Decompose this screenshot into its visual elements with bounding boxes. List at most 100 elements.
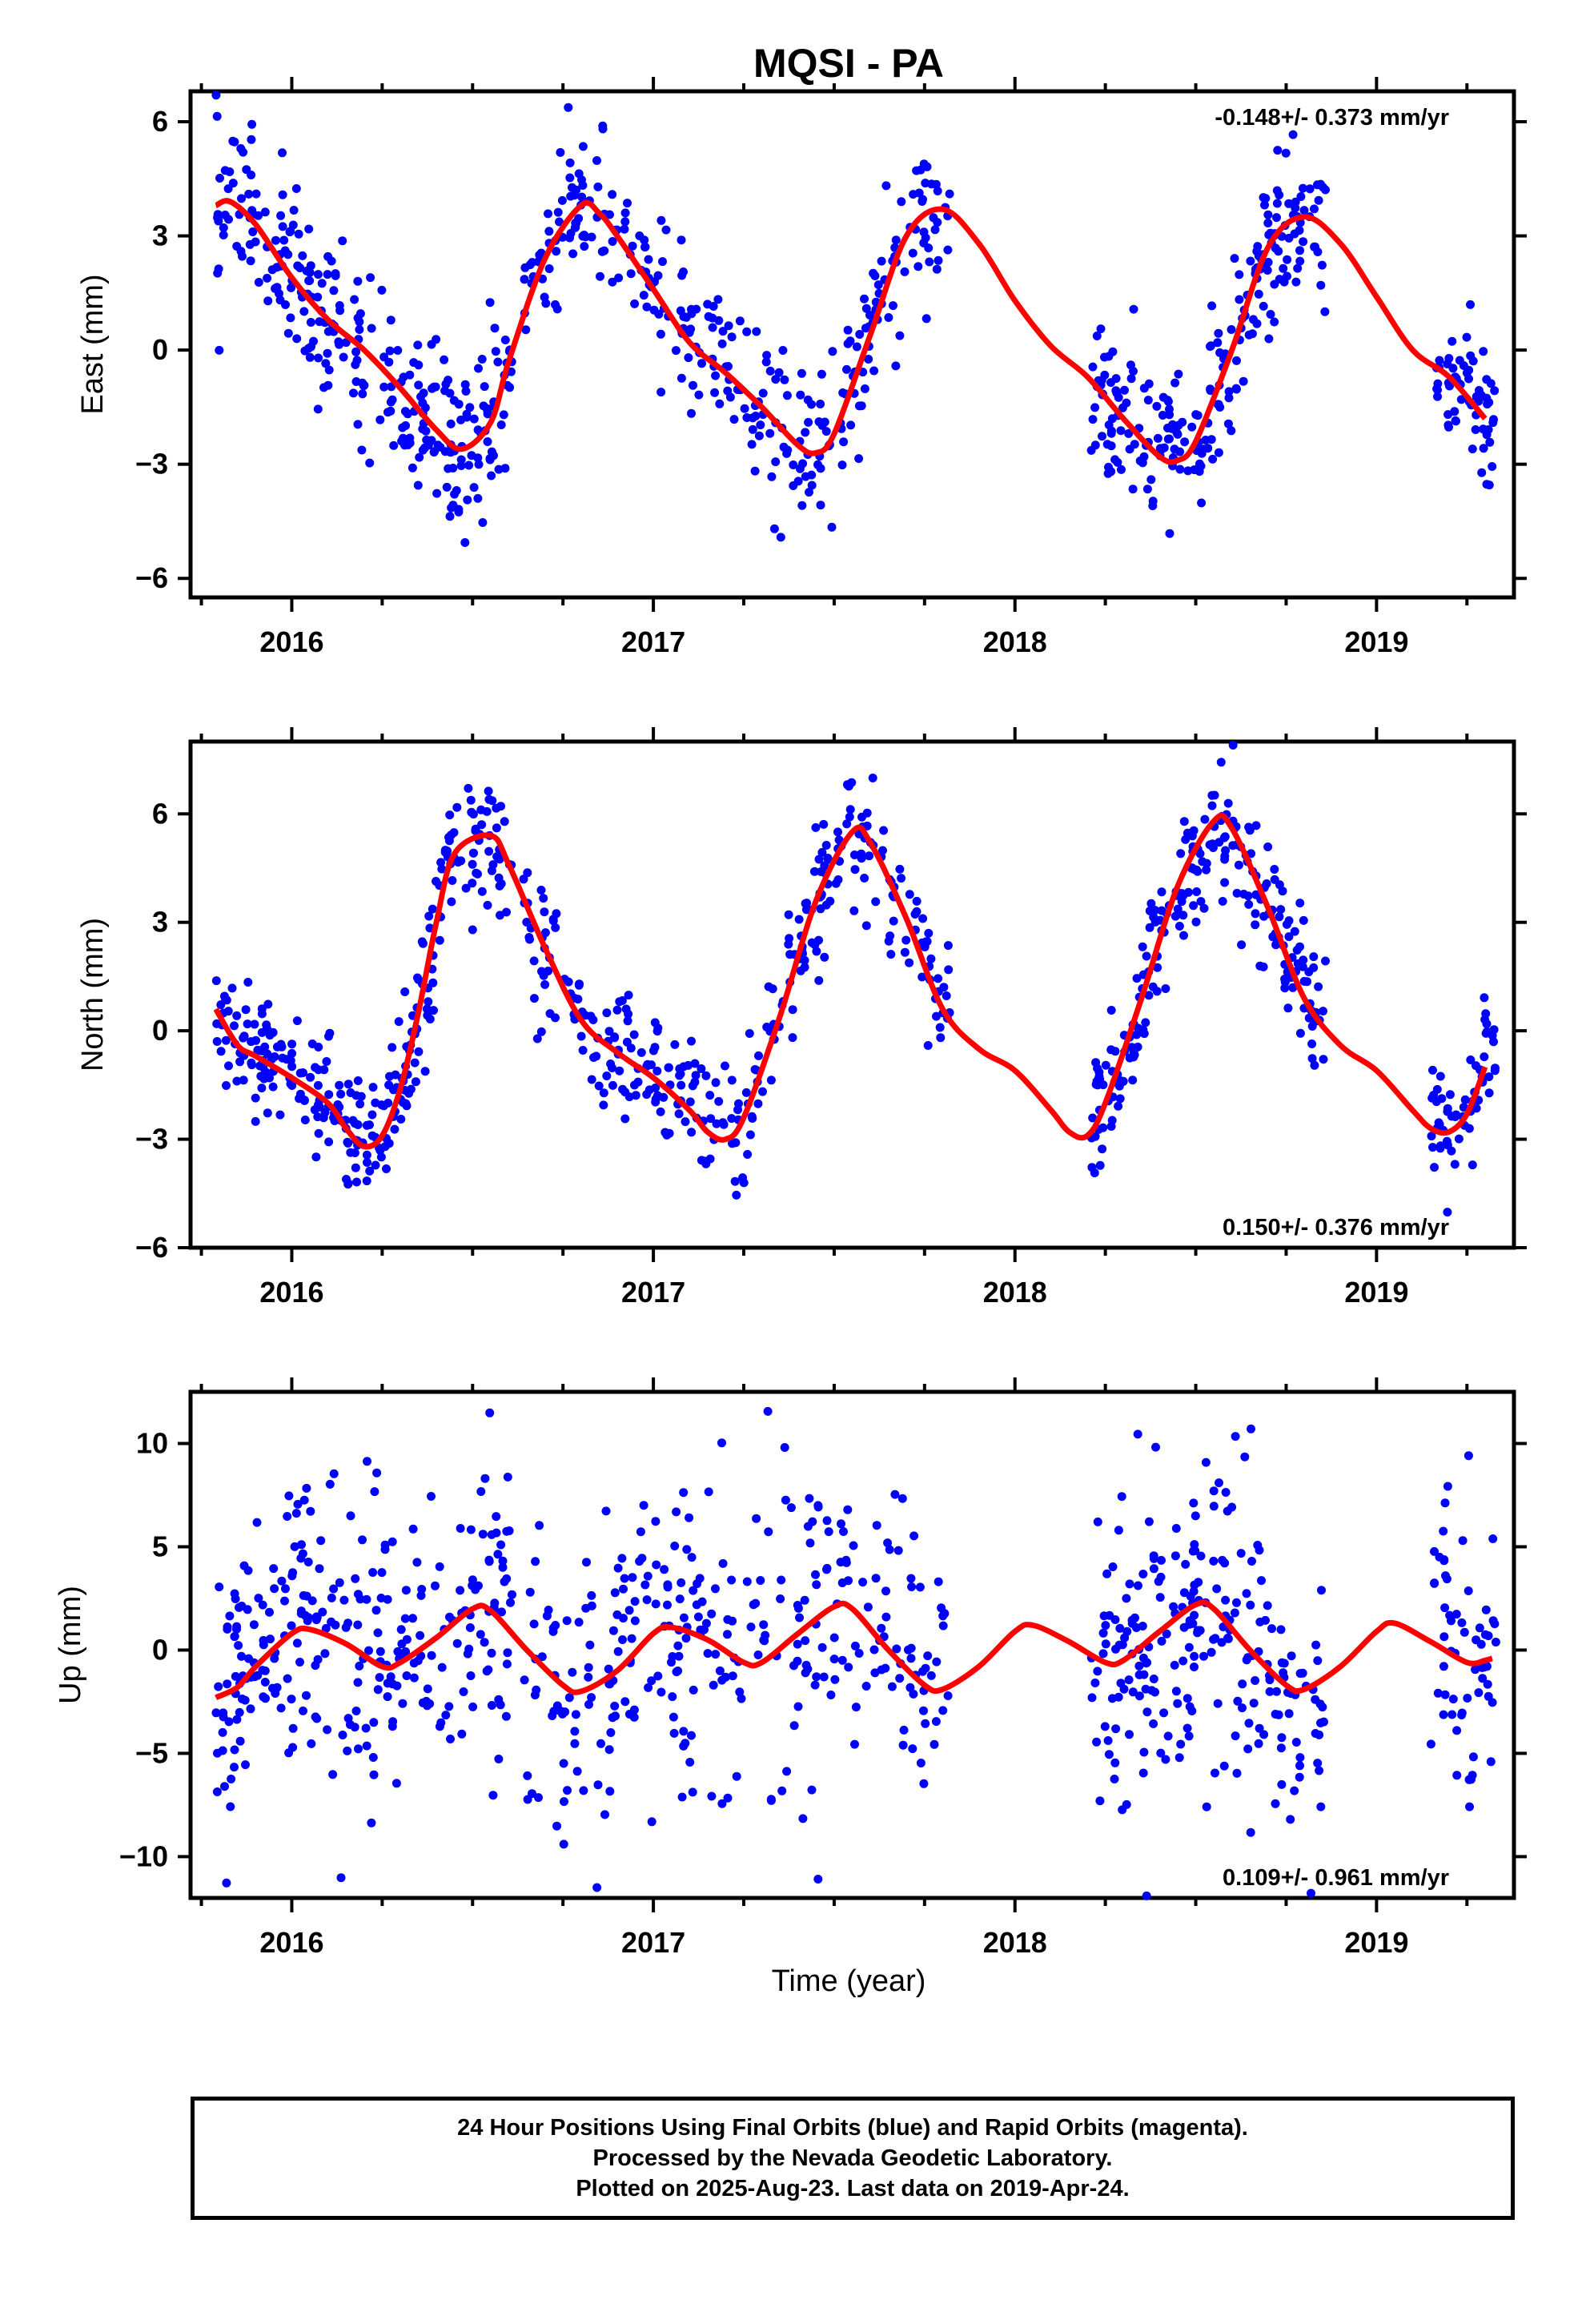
up-data-point	[345, 1720, 355, 1729]
up-data-point	[618, 1635, 627, 1644]
north-y-tick-label: 6	[152, 797, 168, 830]
east-data-point	[473, 425, 483, 435]
east-data-point	[686, 324, 696, 334]
up-data-point	[1433, 1688, 1443, 1698]
north-data-point	[819, 819, 829, 829]
up-data-point	[277, 1576, 287, 1586]
east-data-point	[357, 445, 367, 455]
east-data-point	[597, 247, 607, 256]
up-data-point	[476, 1487, 486, 1496]
east-data-point	[565, 158, 575, 167]
north-data-point	[706, 1114, 716, 1124]
east-data-point	[816, 501, 825, 510]
north-data-point	[1192, 887, 1202, 896]
up-data-point	[501, 1711, 511, 1721]
east-data-point	[293, 261, 303, 271]
north-data-point	[1437, 1094, 1447, 1104]
north-data-point	[477, 887, 487, 896]
up-data-point	[297, 1540, 306, 1550]
east-data-point	[557, 195, 567, 205]
up-data-point	[1122, 1594, 1131, 1603]
east-data-point	[1456, 395, 1466, 404]
east-data-point	[540, 292, 549, 302]
east-data-point	[339, 352, 348, 362]
up-data-point	[663, 1600, 672, 1610]
east-data-point	[1144, 379, 1154, 388]
up-data-point	[635, 1557, 644, 1566]
east-data-point	[620, 208, 630, 218]
up-data-point	[1295, 1761, 1304, 1771]
up-data-point	[1287, 1651, 1296, 1661]
up-data-point	[1276, 1743, 1286, 1753]
north-data-point	[287, 1039, 297, 1049]
up-data-point	[441, 1711, 451, 1720]
east-data-point	[1253, 242, 1263, 251]
east-data-point	[408, 463, 417, 472]
east-data-point	[1479, 444, 1488, 453]
east-data-point	[838, 388, 848, 397]
up-data-point	[1481, 1605, 1491, 1614]
up-data-point	[1272, 1687, 1281, 1696]
north-data-point	[861, 921, 871, 931]
east-data-point	[1247, 329, 1257, 339]
north-y-axis-label: North (mm)	[76, 918, 110, 1072]
east-data-point	[474, 460, 484, 469]
up-data-point	[1238, 1703, 1247, 1713]
up-data-point	[780, 1443, 789, 1452]
north-data-point	[942, 991, 951, 1000]
east-data-point	[796, 390, 805, 400]
north-data-point	[1435, 1120, 1444, 1129]
east-data-point	[405, 433, 415, 443]
east-data-point	[715, 399, 725, 408]
east-data-point	[377, 285, 387, 295]
up-model-curve	[215, 1599, 1493, 1701]
north-data-point	[652, 1066, 662, 1076]
up-data-point	[1448, 1695, 1458, 1704]
north-data-point	[1189, 901, 1199, 911]
up-data-point	[500, 1577, 509, 1586]
north-data-point	[484, 846, 494, 856]
north-data-point	[878, 846, 887, 855]
up-data-point	[564, 1693, 574, 1703]
east-data-point	[1263, 210, 1273, 219]
east-data-point	[1274, 247, 1283, 256]
up-data-point	[1247, 1424, 1255, 1433]
up-data-point	[1187, 1707, 1197, 1715]
north-data-point	[739, 1178, 749, 1188]
north-data-point	[1202, 865, 1211, 875]
north-data-points	[211, 741, 1500, 1217]
north-data-point	[587, 1075, 596, 1084]
up-data-point	[1291, 1738, 1301, 1747]
up-data-point	[504, 1526, 514, 1535]
east-data-point	[556, 147, 565, 157]
up-data-point	[1114, 1526, 1123, 1535]
up-data-point	[1110, 1758, 1120, 1767]
up-data-point	[311, 1613, 321, 1622]
north-data-point	[488, 860, 498, 870]
north-data-point	[1237, 940, 1247, 950]
east-data-point	[1272, 199, 1282, 208]
up-data-point	[416, 1630, 425, 1640]
up-data-point	[1179, 1588, 1189, 1598]
east-data-point	[1320, 307, 1330, 316]
chart-title: MQSI - PA	[753, 41, 944, 86]
up-data-point	[822, 1565, 831, 1574]
east-data-point	[499, 410, 508, 420]
east-data-point	[424, 440, 433, 450]
east-data-point	[1295, 246, 1304, 255]
east-data-point	[278, 222, 287, 231]
north-data-point	[260, 1042, 270, 1051]
north-data-point	[352, 1177, 361, 1187]
north-data-point	[659, 1092, 669, 1102]
north-data-point	[484, 794, 494, 804]
up-data-point	[559, 1759, 568, 1768]
east-data-point	[783, 445, 793, 455]
up-data-point	[629, 1705, 639, 1715]
up-data-point	[498, 1562, 508, 1572]
north-data-point	[412, 973, 422, 983]
east-data-point	[1163, 434, 1173, 444]
up-data-point	[810, 1680, 820, 1690]
up-data-point	[1313, 1656, 1323, 1666]
east-data-point	[215, 174, 224, 183]
east-data-point	[630, 299, 640, 308]
